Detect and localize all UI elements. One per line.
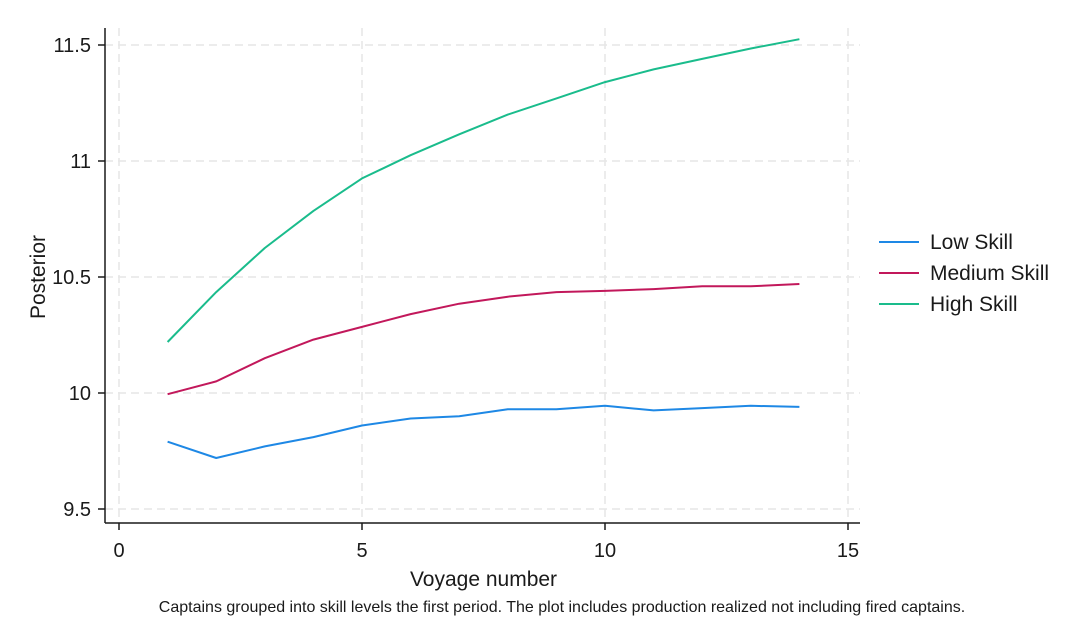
y-tick-label: 9.5 xyxy=(63,499,91,521)
legend-label: Low Skill xyxy=(930,231,1013,254)
series-line-high-skill xyxy=(166,38,800,343)
x-axis-title: Voyage number xyxy=(410,568,557,591)
chart-note: Captains grouped into skill levels the f… xyxy=(159,599,965,616)
legend-label: High Skill xyxy=(930,293,1018,316)
y-tick-label: 11.5 xyxy=(54,35,91,57)
x-ticks: 0 5 10 15 xyxy=(113,523,859,562)
series-lines xyxy=(166,38,800,459)
x-tick-label: 0 xyxy=(113,540,124,562)
legend: Low Skill Medium Skill High Skill xyxy=(879,231,1049,316)
series-line-low-skill xyxy=(167,404,800,459)
legend-label: Medium Skill xyxy=(930,262,1049,285)
y-tick-label: 10 xyxy=(69,383,91,405)
x-tick-label: 10 xyxy=(594,540,616,562)
y-ticks: 9.5 10 10.5 11 11.5 xyxy=(52,35,105,521)
series-line-medium-skill xyxy=(167,283,800,396)
gridlines xyxy=(105,28,860,523)
y-axis-title: Posterior xyxy=(27,235,50,319)
x-tick-label: 5 xyxy=(356,540,367,562)
y-tick-label: 11 xyxy=(70,151,91,173)
axes xyxy=(104,28,860,524)
y-tick-label: 10.5 xyxy=(52,267,91,289)
x-tick-label: 15 xyxy=(837,540,859,562)
